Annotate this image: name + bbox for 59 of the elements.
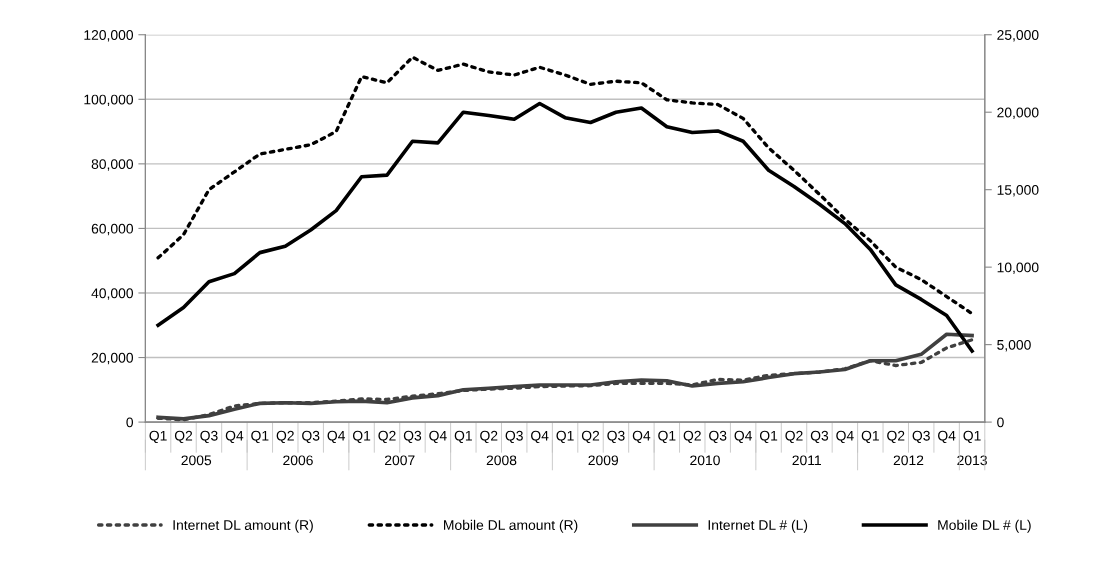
y-tick-label: 100,000 bbox=[84, 94, 134, 107]
x-tick-label: Q3 bbox=[607, 430, 625, 444]
text: 2007 bbox=[384, 455, 415, 466]
x-tick-label: Q3 bbox=[200, 430, 218, 444]
x-tick-label: Q2 bbox=[276, 430, 294, 444]
x-tick-label: Q2 bbox=[378, 430, 396, 444]
y-tick-label: 80,000 bbox=[91, 159, 134, 171]
x-tick-label: Q4 bbox=[734, 430, 752, 444]
x-tick-label: Q1 bbox=[861, 430, 879, 444]
x-tick-label: Q4 bbox=[836, 430, 854, 444]
text: 2010 bbox=[690, 455, 720, 466]
x-tick-label: Q1 bbox=[149, 430, 167, 444]
text: 2008 bbox=[486, 455, 517, 466]
text: 2006 bbox=[283, 455, 313, 466]
y2-tick-label: 25,000 bbox=[997, 30, 1039, 42]
x-tick-label: Q3 bbox=[810, 430, 829, 444]
x-tick-label: Q2 bbox=[887, 430, 905, 444]
x-tick-label: Q4 bbox=[429, 430, 447, 444]
y-tick-label: 20,000 bbox=[91, 352, 134, 365]
y2-tick-label: 15,000 bbox=[997, 185, 1039, 197]
y-tick-label: 40,000 bbox=[91, 288, 134, 300]
x-tick-label: Q3 bbox=[302, 430, 320, 444]
text: 2013 bbox=[957, 455, 987, 466]
x-tick-label: Q2 bbox=[683, 430, 701, 444]
y2-tick-label: 5,000 bbox=[997, 339, 1031, 352]
x-tick-label: Q2 bbox=[480, 430, 498, 444]
x-tick-label: Q4 bbox=[531, 430, 549, 444]
x-tick-label: Q3 bbox=[709, 430, 727, 444]
x-tick-label: Q1 bbox=[556, 430, 574, 444]
x-tick-label: Q1 bbox=[454, 430, 472, 444]
text: 2011 bbox=[792, 455, 821, 466]
y2-tick-label: 20,000 bbox=[997, 107, 1039, 120]
text: 2009 bbox=[588, 455, 619, 466]
legend-label: Internet DL amount (R) bbox=[173, 519, 313, 533]
y2-tick-label: 0 bbox=[997, 417, 1004, 428]
x-tick-label: Q3 bbox=[505, 430, 523, 444]
legend-label: Mobile DL # (L) bbox=[938, 519, 1031, 533]
x-tick-label: Q4 bbox=[938, 430, 956, 444]
x-tick-label: Q1 bbox=[352, 430, 371, 444]
y-tick-label: 120,000 bbox=[84, 30, 134, 42]
x-tick-label: Q4 bbox=[225, 430, 244, 444]
x-tick-label: Q1 bbox=[963, 430, 981, 444]
x-tick-label: Q2 bbox=[785, 430, 803, 444]
x-tick-label: Q3 bbox=[912, 430, 930, 444]
x-tick-label: Q4 bbox=[327, 430, 345, 444]
x-tick-label: Q1 bbox=[251, 430, 269, 444]
text: 2012 bbox=[893, 455, 924, 466]
legend-label: Internet DL # (L) bbox=[708, 519, 808, 533]
x-tick-label: Q2 bbox=[581, 430, 600, 444]
text: 2005 bbox=[181, 455, 212, 466]
y-tick-label: 60,000 bbox=[91, 223, 134, 236]
x-tick-label: Q1 bbox=[658, 430, 676, 444]
legend-label: Mobile DL amount (R) bbox=[444, 519, 578, 533]
x-tick-label: Q3 bbox=[403, 430, 422, 444]
x-tick-label: Q2 bbox=[174, 430, 193, 444]
y-tick-label: 0 bbox=[126, 417, 134, 428]
x-tick-label: Q4 bbox=[632, 430, 651, 444]
y2-tick-label: 10,000 bbox=[997, 262, 1039, 274]
x-tick-label: Q1 bbox=[759, 430, 778, 444]
